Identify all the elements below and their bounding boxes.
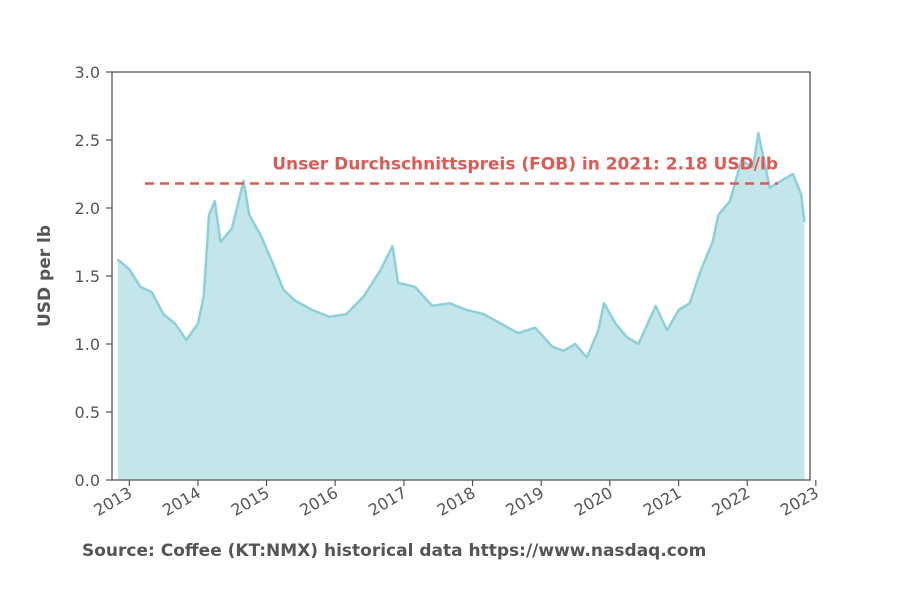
data-point-13 (242, 180, 245, 182)
x-tick-label: 2020 (571, 483, 616, 520)
data-point-3 (151, 291, 153, 294)
data-point-16 (271, 261, 274, 264)
data-point-56 (792, 173, 794, 175)
y-tick-label: 0.0 (75, 471, 100, 490)
data-point-4 (162, 313, 165, 315)
x-tick-label: 2019 (502, 483, 547, 520)
data-point-19 (311, 309, 314, 311)
y-tick-label: 0.5 (75, 403, 100, 422)
series-area-0 (117, 133, 805, 480)
data-point-49 (717, 214, 720, 216)
data-point-26 (414, 286, 416, 288)
data-point-35 (562, 350, 565, 352)
data-point-21 (345, 313, 348, 315)
y-tick-label: 1.0 (75, 335, 100, 354)
data-point-42 (637, 343, 640, 345)
data-point-17 (282, 288, 285, 291)
data-point-6 (185, 339, 188, 341)
data-point-11 (219, 241, 222, 243)
y-tick-label: 2.5 (75, 131, 100, 150)
data-point-36 (574, 343, 576, 345)
data-point-5 (174, 322, 176, 325)
data-point-30 (482, 313, 485, 315)
data-point-55 (780, 180, 782, 182)
data-point-12 (231, 227, 233, 230)
data-point-52 (752, 166, 754, 168)
data-point-15 (259, 234, 262, 236)
source-note: Source: Coffee (KT:NMX) historical data … (82, 541, 707, 561)
x-tick-label: 2022 (708, 483, 753, 520)
data-point-8 (202, 295, 205, 298)
x-tick-label: 2021 (640, 483, 685, 520)
data-point-31 (500, 322, 502, 325)
x-tick-label: 2015 (228, 483, 273, 520)
x-tick-label: 2023 (777, 483, 822, 520)
data-point-29 (465, 309, 468, 311)
x-tick-label: 2018 (434, 483, 479, 520)
data-point-53 (757, 132, 760, 134)
x-tick-label: 2017 (365, 483, 410, 520)
data-point-37 (586, 356, 588, 359)
x-tick-label: 2014 (159, 483, 204, 520)
data-point-54 (769, 186, 771, 189)
data-point-18 (294, 299, 296, 302)
y-tick-label: 2.0 (75, 199, 100, 218)
data-point-28 (448, 302, 451, 305)
y-tick-label: 1.5 (75, 267, 100, 286)
data-point-27 (431, 305, 434, 307)
data-point-40 (614, 322, 617, 325)
data-point-46 (688, 302, 691, 305)
data-point-41 (626, 336, 628, 339)
data-point-48 (711, 241, 714, 243)
x-tick-label: 2016 (296, 483, 341, 520)
data-point-47 (700, 268, 702, 271)
data-point-32 (517, 332, 519, 334)
data-point-58 (803, 220, 806, 223)
y-tick-label: 3.0 (75, 63, 100, 82)
data-point-7 (197, 322, 199, 325)
data-point-0 (117, 258, 119, 261)
data-point-1 (128, 268, 131, 271)
data-point-44 (666, 329, 668, 332)
data-point-45 (677, 309, 680, 311)
data-point-43 (654, 305, 657, 307)
data-point-2 (139, 286, 142, 288)
data-point-39 (603, 302, 605, 305)
data-point-38 (597, 329, 600, 332)
data-point-51 (740, 159, 743, 162)
data-point-57 (800, 193, 802, 196)
data-point-10 (214, 200, 216, 202)
data-point-24 (391, 245, 394, 247)
data-point-50 (729, 200, 731, 202)
data-point-34 (551, 345, 554, 348)
y-axis-label: USD per lb (35, 225, 55, 327)
data-point-23 (380, 268, 382, 271)
data-point-25 (397, 282, 399, 284)
data-point-33 (534, 326, 537, 329)
data-point-22 (362, 295, 365, 298)
data-point-20 (328, 316, 331, 318)
average-price-label: Unser Durchschnittspreis (FOB) in 2021: … (272, 155, 778, 175)
data-point-14 (248, 214, 250, 216)
data-point-9 (208, 214, 210, 216)
